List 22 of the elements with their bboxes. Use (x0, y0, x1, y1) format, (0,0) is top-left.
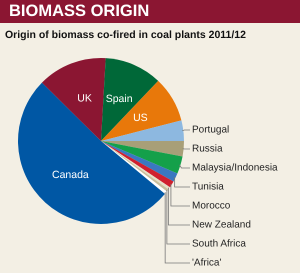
slice-label: Canada (52, 168, 89, 181)
pie-slice (101, 141, 184, 157)
pie-slice (101, 141, 178, 182)
slice-label: US (133, 112, 148, 124)
pie-slice (101, 141, 183, 174)
pie-slice (18, 82, 165, 224)
slice-label: Spain (106, 93, 133, 106)
chart-title: BIOMASS ORIGIN (9, 2, 150, 21)
chart-subtitle: Origin of biomass co-fired in coal plants 2011/12 (5, 29, 246, 41)
slice-label: 'Africa' (192, 258, 222, 268)
slice-label: Morocco (192, 200, 231, 212)
pie-slice (101, 58, 158, 141)
slice-label: Russia (192, 144, 224, 154)
slice-label: South Africa (192, 238, 246, 250)
slice-label: New Zealand (192, 220, 251, 230)
slice-label: Tunisia (192, 182, 224, 192)
pie-slice (42, 58, 106, 141)
pie-slice (101, 80, 182, 141)
slice-label: Portugal (192, 124, 230, 136)
slice-label: Malaysia/Indonesia (192, 162, 278, 174)
slice-label: UK (77, 92, 92, 104)
pie-slice (101, 120, 184, 141)
